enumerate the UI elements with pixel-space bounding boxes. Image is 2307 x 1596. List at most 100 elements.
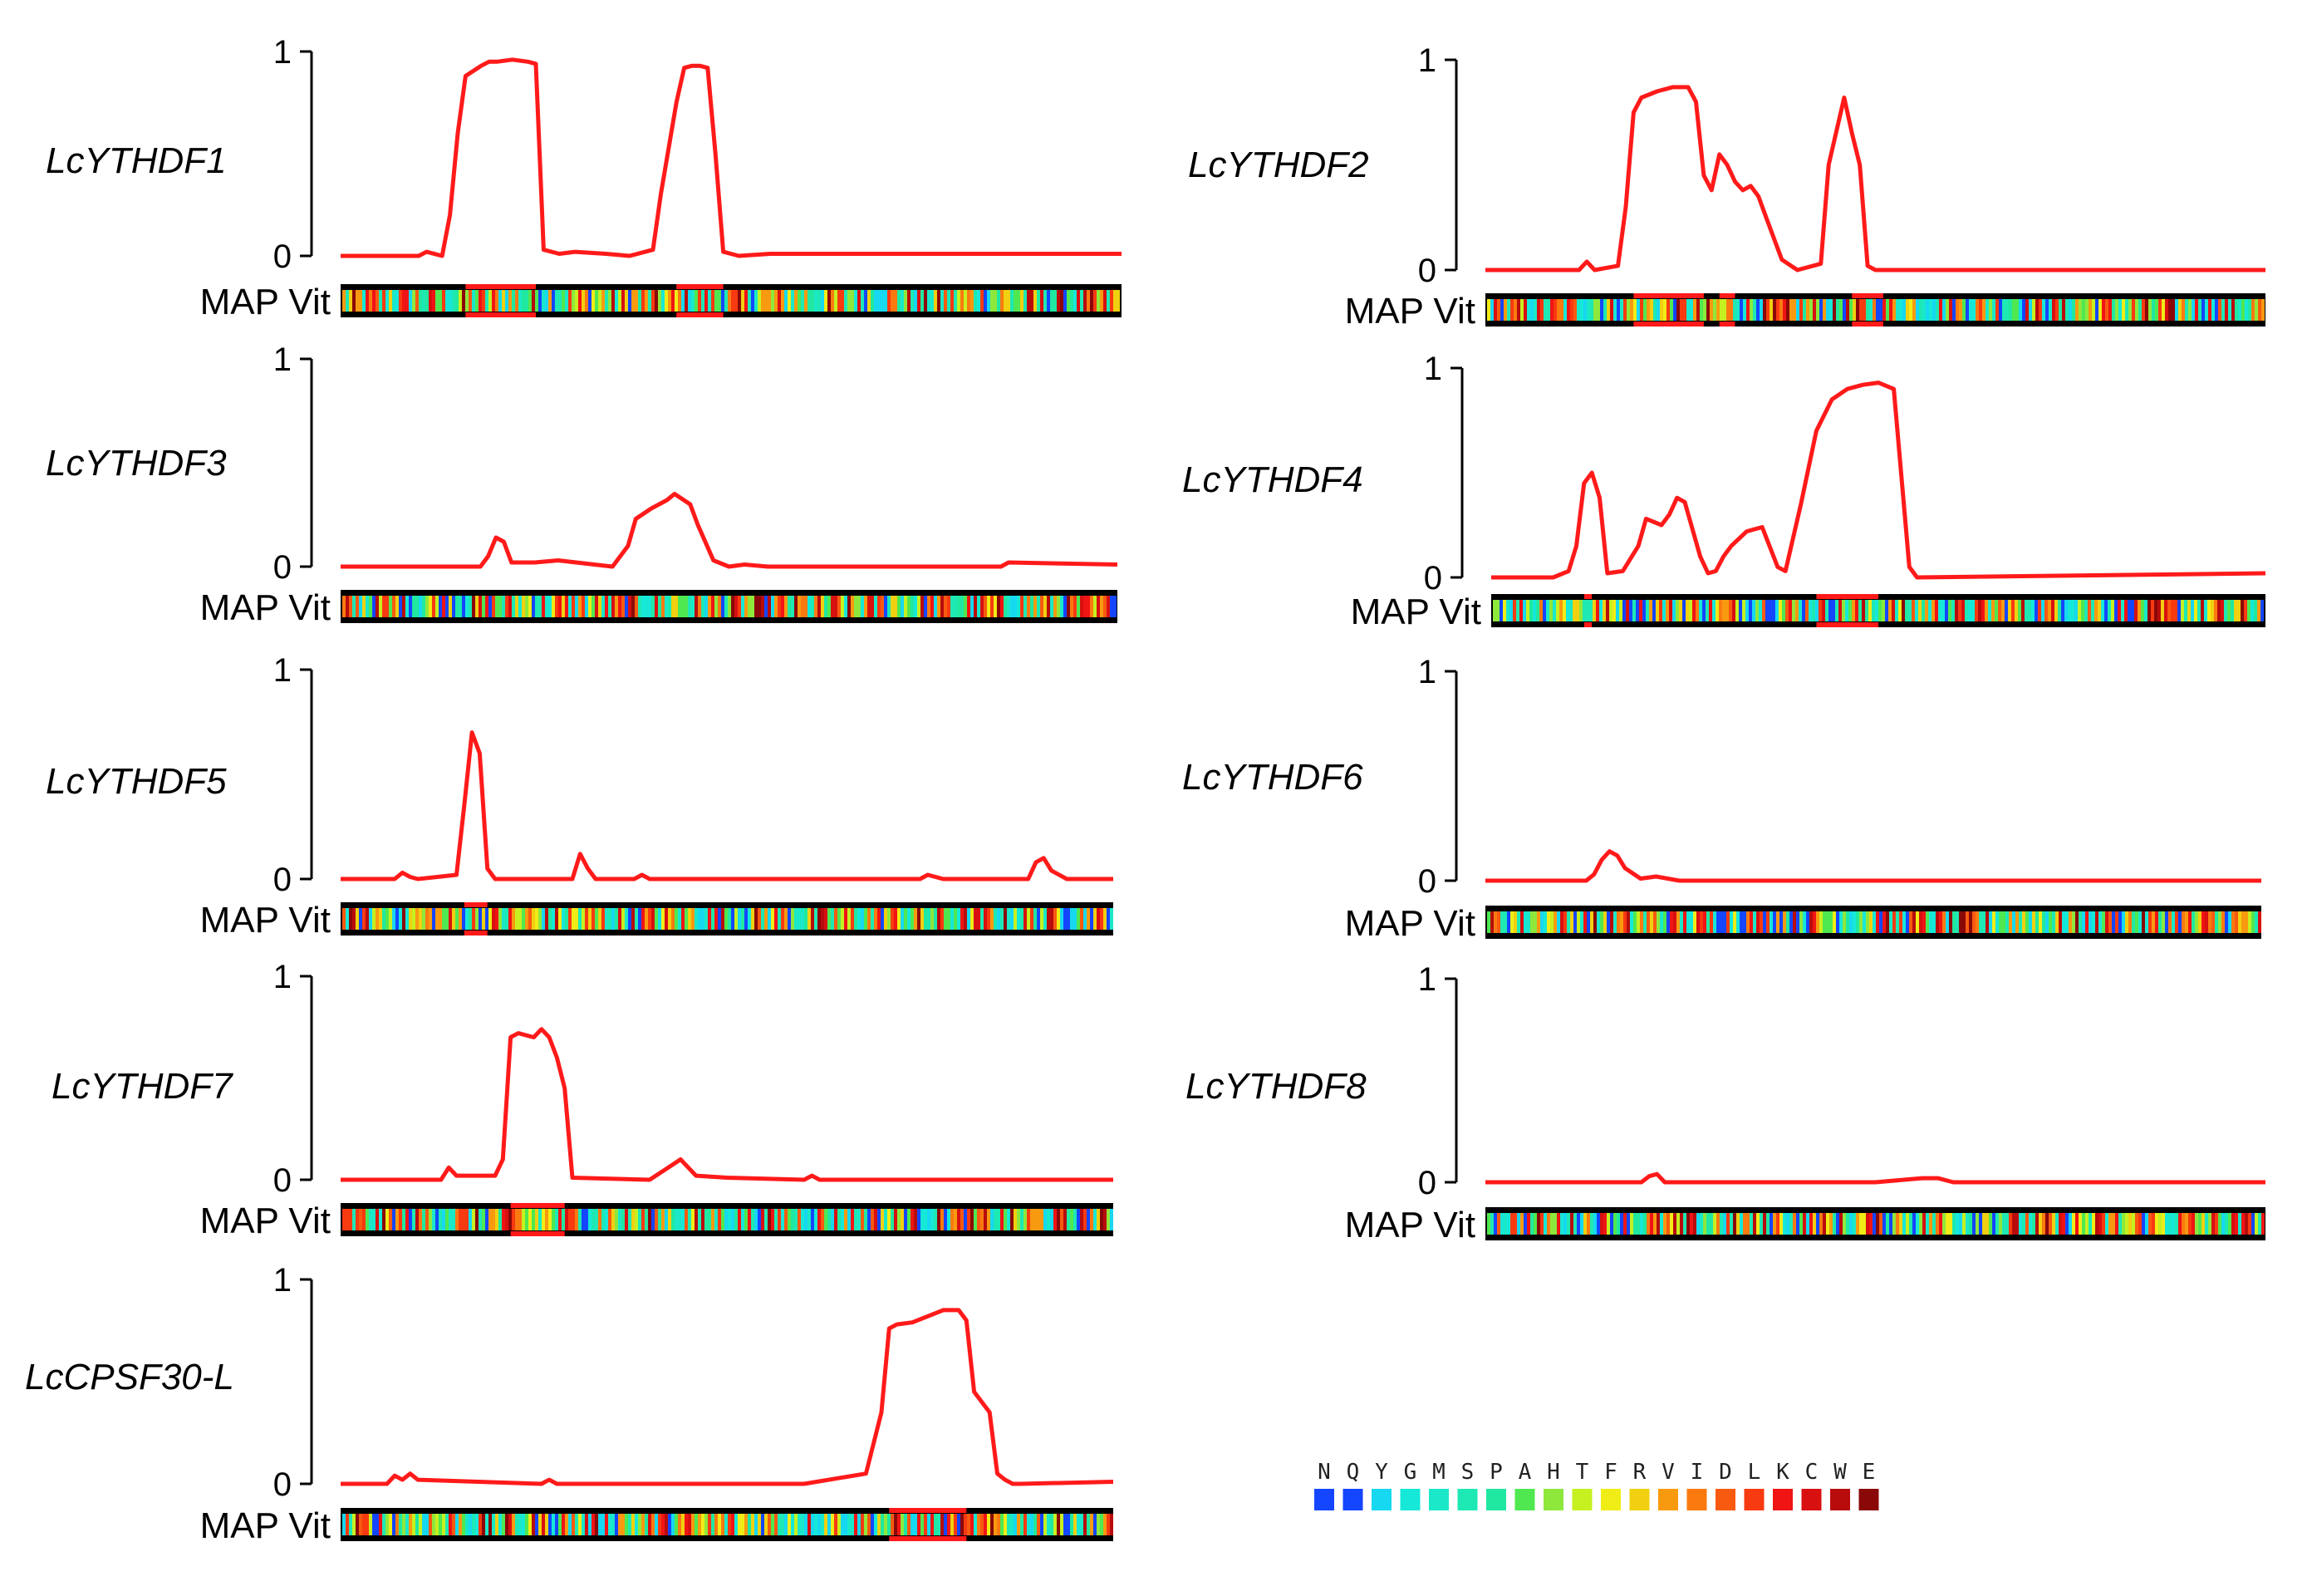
map-residue-stripe (1962, 911, 1966, 933)
map-residue-stripe (419, 1514, 422, 1535)
map-residue-stripe (1070, 1514, 1073, 1535)
map-residue-stripe (731, 596, 734, 617)
map-residue-stripe (1027, 908, 1030, 930)
map-residue-stripe (1093, 1514, 1097, 1535)
map-residue-stripe (658, 596, 661, 617)
map-residue-stripe (475, 1209, 479, 1230)
map-residue-stripe (957, 596, 960, 617)
map-residue-stripe (449, 1209, 452, 1230)
map-residue-stripe (2158, 299, 2162, 321)
map-residue-stripe (601, 908, 605, 930)
disorder-line (341, 1027, 1113, 1182)
map-residue-stripe (1906, 911, 1909, 933)
map-residue-stripe (439, 596, 442, 617)
map-residue-stripe (891, 596, 894, 617)
map-residue-stripe (535, 908, 538, 930)
map-residue-stripe (847, 1209, 851, 1230)
map-residue-stripe (2132, 1213, 2135, 1235)
map-residue-stripe (2258, 299, 2261, 321)
map-residue-stripe (1067, 1514, 1070, 1535)
map-residue-stripe (924, 290, 927, 312)
map-residue-stripe (591, 1209, 595, 1230)
map-residue-stripe (2201, 1213, 2205, 1235)
map-residue-stripe (748, 596, 751, 617)
map-residue-stripe (874, 908, 877, 930)
map-residue-stripe (811, 290, 814, 312)
map-residue-stripe (1083, 596, 1087, 617)
map-residue-stripe (1968, 600, 1971, 621)
map-residue-stripe (615, 1514, 618, 1535)
map-residue-stripe (861, 596, 864, 617)
map-highlight-top (1633, 293, 1704, 298)
map-residue-stripe (1110, 1514, 1113, 1535)
map-residue-stripe (1517, 1213, 1520, 1235)
map-residue-stripe (2089, 911, 2092, 933)
map-residue-stripe (1666, 1213, 1670, 1235)
map-residue-stripe (665, 908, 668, 930)
map-residue-stripe (1113, 596, 1117, 617)
map-residue-stripe (1749, 600, 1752, 621)
map-residue-stripe (2108, 1213, 2112, 1235)
map-residue-stripe (857, 290, 861, 312)
map-residue-stripe (1739, 600, 1742, 621)
map-residue-stripe (970, 290, 974, 312)
map-residue-stripe (2049, 1213, 2052, 1235)
map-residue-stripe (1023, 596, 1027, 617)
map-residue-stripe (1686, 299, 1690, 321)
map-residue-stripe (641, 1514, 645, 1535)
map-residue-stripe (1999, 299, 2002, 321)
map-residue-stripe (668, 290, 671, 312)
map-residue-stripe (1981, 600, 1985, 621)
map-residue-stripe (761, 290, 764, 312)
map-residue-stripe (645, 596, 648, 617)
map-residue-stripe (1544, 911, 1547, 933)
map-residue-stripe (980, 1209, 984, 1230)
map-residue-stripe (1700, 1213, 1703, 1235)
map-residue-stripe (1786, 299, 1789, 321)
map-residue-stripe (475, 908, 479, 930)
map-residue-stripe (884, 596, 887, 617)
map-residue-stripe (884, 1209, 887, 1230)
map-residue-stripe (1090, 908, 1093, 930)
map-residue-stripe (625, 596, 628, 617)
map-residue-stripe (708, 1209, 711, 1230)
map-residue-stripe (2115, 911, 2118, 933)
map-residue-stripe (847, 908, 851, 930)
map-residue-stripe (2188, 1213, 2192, 1235)
map-residue-stripe (685, 596, 688, 617)
map-residue-stripe (1789, 1213, 1793, 1235)
map-residue-stripe (758, 1514, 761, 1535)
map-residue-stripe (1816, 299, 1819, 321)
map-residue-stripe (356, 290, 359, 312)
map-residue-stripe (944, 290, 947, 312)
map-residue-stripe (1958, 600, 1961, 621)
legend-swatch (1773, 1489, 1793, 1510)
map-residue-stripe (2042, 911, 2045, 933)
map-residue-stripe (2155, 911, 2158, 933)
map-residue-stripe (665, 290, 668, 312)
map-residue-stripe (2095, 1213, 2098, 1235)
map-residue-stripe (575, 1514, 578, 1535)
map-residue-stripe (1829, 1213, 1833, 1235)
map-residue-stripe (734, 1209, 738, 1230)
legend-swatch (1342, 1489, 1363, 1510)
map-residue-stripe (688, 290, 691, 312)
map-residue-stripe (1583, 911, 1587, 933)
map-residue-stripe (2185, 299, 2188, 321)
map-residue-stripe (532, 1209, 535, 1230)
map-residue-stripe (1613, 1213, 1617, 1235)
map-residue-stripe (751, 596, 754, 617)
map-residue-stripe (1653, 1213, 1657, 1235)
map-residue-stripe (711, 1514, 714, 1535)
map-residue-stripe (1060, 1514, 1063, 1535)
map-residue-stripe (937, 1209, 940, 1230)
map-residue-stripe (1822, 600, 1825, 621)
map-residue-stripe (741, 1514, 744, 1535)
map-residue-stripe (1856, 911, 1859, 933)
map-residue-stripe (2015, 299, 2019, 321)
map-residue-stripe (2091, 600, 2094, 621)
map-residue-stripe (2131, 600, 2134, 621)
